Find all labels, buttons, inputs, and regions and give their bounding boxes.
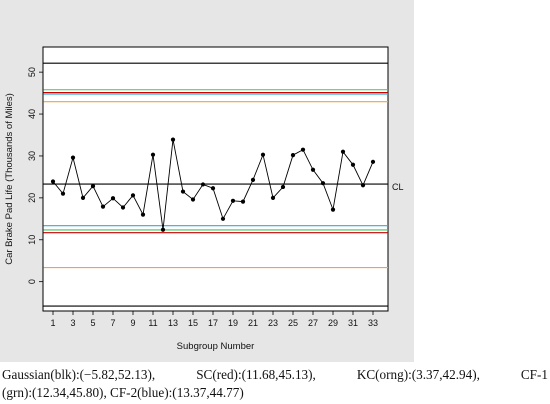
data-point <box>50 179 56 184</box>
data-point <box>320 181 326 186</box>
data-point <box>250 177 256 182</box>
data-point <box>230 198 236 203</box>
y-tick-label: 50 <box>27 67 37 77</box>
x-tick-label: 25 <box>288 318 298 328</box>
data-point <box>240 199 246 204</box>
caption-cf-details: (grn):(12.34,45.80), CF-2(blue):(13.37,4… <box>2 384 244 400</box>
y-tick-label: 40 <box>27 109 37 119</box>
data-point <box>270 195 276 200</box>
x-tick-label: 7 <box>110 318 115 328</box>
data-point <box>360 183 366 188</box>
figure-caption: Gaussian(blk):(−5.82,52.13), SC(red):(11… <box>2 366 548 401</box>
data-point <box>60 191 66 196</box>
data-point <box>310 167 316 172</box>
caption-sc: SC(red):(11.68,45.13), <box>196 367 316 382</box>
data-point <box>100 204 106 209</box>
x-tick-label: 1 <box>50 318 55 328</box>
caption-cf1: CF-1 <box>520 367 548 382</box>
center-line-label: CL <box>392 182 404 192</box>
data-point <box>70 155 76 160</box>
data-point <box>180 189 186 194</box>
x-tick-label: 9 <box>130 318 135 328</box>
data-point <box>90 184 96 189</box>
y-axis-title: Car Brake Pad Life (Thousands of Miles) <box>4 93 15 265</box>
data-point <box>130 193 136 198</box>
x-tick-label: 13 <box>168 318 178 328</box>
data-point <box>140 212 146 217</box>
x-tick-label: 21 <box>248 318 258 328</box>
data-point <box>200 182 206 187</box>
data-point <box>260 152 266 157</box>
data-point <box>170 137 176 142</box>
data-point <box>330 207 336 212</box>
data-point <box>350 162 356 167</box>
data-point <box>120 205 126 210</box>
data-point <box>210 186 216 191</box>
data-point <box>370 159 376 164</box>
x-tick-label: 17 <box>208 318 218 328</box>
x-tick-label: 15 <box>188 318 198 328</box>
caption-gaussian: Gaussian(blk):(−5.82,52.13), <box>2 367 156 382</box>
x-tick-label: 29 <box>328 318 338 328</box>
data-point <box>150 152 156 157</box>
x-tick-label: 23 <box>268 318 278 328</box>
x-axis-title: Subgroup Number <box>177 341 255 352</box>
x-tick-label: 31 <box>348 318 358 328</box>
x-tick-label: 33 <box>368 318 378 328</box>
x-tick-label: 19 <box>228 318 238 328</box>
plot-area <box>42 46 389 312</box>
data-point <box>280 184 286 190</box>
data-point <box>340 149 346 154</box>
figure-panel: 1 3 5 7 9 11 13 15 17 19 21 23 25 27 29 31 33 0 10 20 30 40 50… <box>0 0 414 362</box>
data-point <box>190 197 196 202</box>
x-tick-label: 5 <box>90 318 95 328</box>
data-point <box>300 147 306 152</box>
y-tick-label: 10 <box>27 235 37 245</box>
x-tick-label: 3 <box>70 318 75 328</box>
data-point <box>160 227 166 232</box>
data-point <box>80 195 86 200</box>
control-chart: 1 3 5 7 9 11 13 15 17 19 21 23 25 27 29 31 3301020304050… <box>4 46 404 352</box>
x-tick-label: 27 <box>308 318 318 328</box>
y-tick-label: 30 <box>27 151 37 161</box>
caption-kc: KC(orng):(3.37,42.94), <box>356 367 480 382</box>
x-tick-label: 11 <box>148 318 157 328</box>
y-tick-label: 20 <box>27 193 37 203</box>
data-point <box>110 196 116 201</box>
data-point <box>220 216 226 221</box>
y-tick-label: 0 <box>27 279 37 284</box>
data-point <box>290 153 296 158</box>
